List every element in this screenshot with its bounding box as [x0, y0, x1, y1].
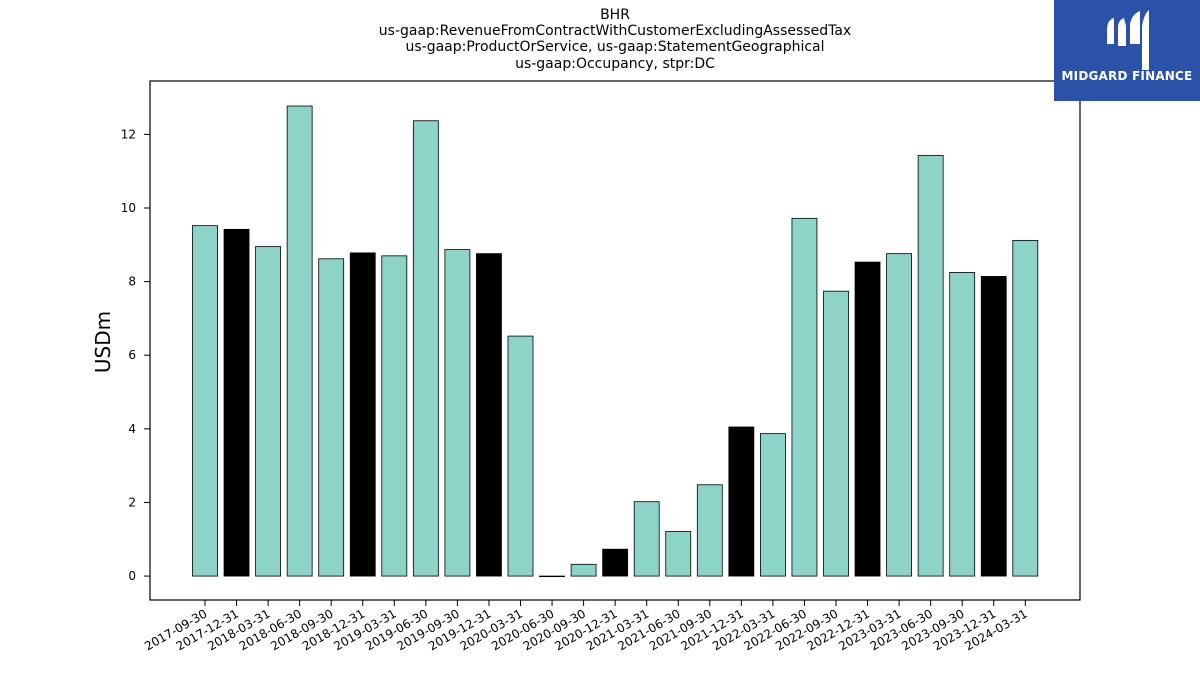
bar-2020-09-30 — [570, 563, 597, 577]
bar-2020-03-31 — [507, 335, 534, 577]
bar-2017-12-31 — [223, 228, 250, 577]
bar-2018-12-31 — [349, 252, 376, 577]
bar-2018-09-30 — [318, 258, 345, 577]
bar-2017-09-30 — [192, 225, 218, 577]
bar-2018-03-31 — [255, 246, 282, 577]
bar-2022-09-30 — [823, 290, 849, 577]
chart-title-line-4: us-gaap:Occupancy, stpr:DC — [515, 56, 715, 72]
y-tick-label: 4 — [128, 422, 136, 436]
bar-2020-06-30 — [539, 575, 565, 578]
y-axis-label: USDm — [91, 311, 115, 373]
bar-2019-06-30 — [412, 120, 439, 577]
y-tick-label: 8 — [128, 275, 136, 289]
logo-text: MIDGARD FINANCE — [1061, 69, 1193, 83]
bar-2023-09-30 — [949, 271, 976, 577]
bars-group — [192, 105, 1039, 578]
bar-2022-12-31 — [854, 261, 881, 577]
y-tick-label: 10 — [121, 201, 136, 215]
bar-2022-06-30 — [791, 217, 818, 577]
y-tick-label: 12 — [121, 127, 136, 141]
bar-2023-06-30 — [917, 154, 944, 577]
chart-title-line-2: us-gaap:RevenueFromContractWithCustomerE… — [378, 23, 852, 39]
bar-2019-12-31 — [476, 253, 502, 577]
bar-2019-03-31 — [381, 255, 408, 577]
bar-2019-09-30 — [444, 249, 471, 577]
bar-2020-12-31 — [602, 548, 629, 577]
y-tick-label: 2 — [128, 495, 136, 509]
bar-2018-06-30 — [286, 105, 313, 577]
midgard-logo-icon — [1107, 10, 1149, 70]
bar-2022-03-31 — [760, 433, 786, 577]
y-tick-label: 0 — [128, 569, 136, 583]
y-axis: 0 2 4 6 8 10 12 — [121, 127, 150, 583]
bar-2021-12-31 — [728, 426, 755, 577]
bar-2021-06-30 — [665, 531, 692, 577]
midgard-finance-logo: MIDGARD FINANCE — [1054, 0, 1200, 101]
y-tick-label: 6 — [128, 348, 136, 362]
bar-2023-03-31 — [886, 253, 912, 577]
bar-2021-03-31 — [633, 501, 660, 577]
chart-title-line-3: us-gaap:ProductOrService, us-gaap:Statem… — [405, 39, 825, 55]
x-axis: 2017-09-302017-12-312018-03-312018-06-30… — [142, 600, 1030, 653]
bar-2024-03-31 — [1012, 239, 1039, 577]
bar-2023-12-31 — [980, 276, 1007, 577]
bar-2021-09-30 — [696, 484, 723, 577]
chart-title-line-1: BHR — [600, 7, 630, 23]
